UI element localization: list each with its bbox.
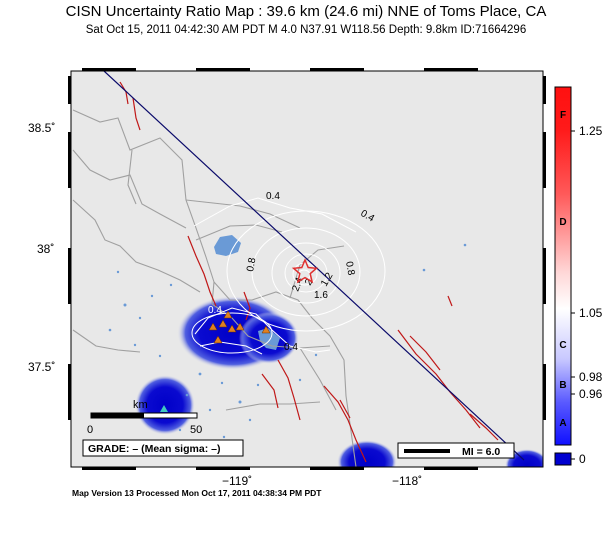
colorbar-zero-swatch [554,452,572,466]
mi-legend-text: MI = 6.0 [462,446,500,458]
star-icon[interactable] [291,258,319,284]
lon-label: −118˚ [392,474,422,488]
colorbar-letter: A [559,418,566,429]
contour-label: 2 [303,277,316,288]
fault-lines [119,81,499,463]
scale-end: 50 [190,424,202,436]
colorbar-value: 0.96 [579,387,603,401]
map-frame [68,68,546,470]
contour-lines [191,197,386,355]
map-title: CISN Uncertainty Ratio Map : 39.6 km (24… [65,3,547,20]
contour-label: 0.4 [266,191,280,202]
colorbar-value: 1.25 [579,124,603,138]
scale-bar: km 0 50 [87,399,202,436]
station-markers [208,310,271,344]
colorbar-value: 0 [579,452,586,466]
lon-label: −119˚ [222,474,252,488]
grade-text: GRADE: – (Mean sigma: –) [88,443,220,455]
scale-start: 0 [87,424,93,436]
colorbar-value: 0.98 [579,370,603,384]
uncertainty-blob [135,375,195,435]
station-marker [160,405,168,412]
contour-label: 0.4 [208,305,222,316]
colorbar-letter: B [559,380,566,391]
colorbar: F D C B A 1.25 1.05 0.98 0.96 0 [554,86,603,466]
lake-crowley [258,328,280,350]
mi-legend-box [397,442,515,459]
colorbar-letter: F [560,110,566,121]
lake-mono [214,235,241,256]
grade-box [82,439,244,457]
uncertainty-blob [337,440,397,467]
lat-label: 37.5˚ [28,360,55,374]
contour-label: 0.8 [343,261,356,277]
colorbar-letter: C [559,340,566,351]
uncertainty-blob [505,449,543,467]
contour-label: 0.4 [284,342,298,353]
contour-label: 1.6 [314,290,328,301]
map-footer: Map Version 13 Processed Mon Oct 17, 201… [72,488,322,498]
lat-label: 38.5˚ [28,121,55,135]
small-lakes [108,243,467,439]
contour-label: 0.8 [245,256,258,272]
map-subtitle: Sat Oct 15, 2011 04:42:30 AM PDT M 4.0 N… [85,24,527,36]
scale-unit: km [133,399,148,411]
colorbar-letter: D [559,217,566,228]
state-border [103,71,525,461]
lat-label: 38˚ [37,242,54,256]
colorbar-value: 1.05 [579,306,603,320]
